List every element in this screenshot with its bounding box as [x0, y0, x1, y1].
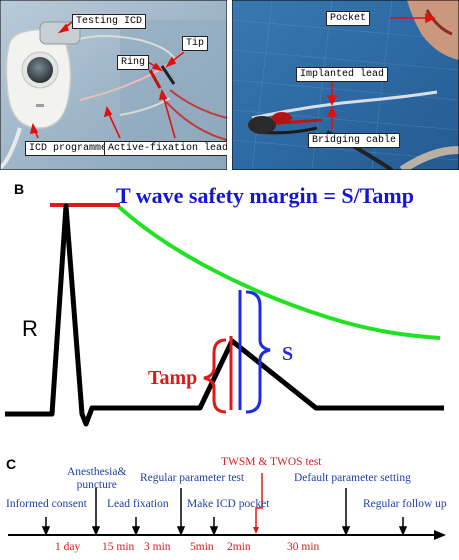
highlight-step-arrow	[255, 473, 263, 530]
panel-c-letter: C	[6, 456, 17, 472]
interval-1-day: 1 day	[55, 541, 81, 553]
callout-ring: Ring	[117, 55, 150, 70]
step-regular-parameter-test: Regular parameter test	[140, 472, 245, 484]
step-default-parameter-setting: Default parameter setting	[294, 472, 411, 484]
step-arrow	[398, 526, 408, 536]
interval-15-min: 15 min	[102, 541, 135, 553]
step-lead-fixation: Lead fixation	[107, 498, 169, 510]
interval-5min: 5min	[190, 541, 214, 553]
timeline-arrowhead	[434, 530, 446, 540]
step-regular-follow-up: Regular follow up	[363, 498, 447, 510]
safety-margin-title: T wave safety margin = S/Tamp	[116, 183, 414, 208]
callout-icd-programmer: ICD programmer	[25, 141, 118, 156]
callout-testing-icd: Testing ICD	[72, 14, 147, 29]
callout-tip: Tip	[182, 36, 209, 51]
step-arrow	[41, 526, 51, 536]
panel-b-ecg-diagram: B T wave safety margin = S/Tamp R Tamp S	[0, 178, 459, 448]
r-wave-label: R	[22, 316, 38, 341]
ecg-waveform	[5, 203, 444, 427]
callout-implanted-lead: Implanted lead	[296, 67, 389, 82]
panel-c-timeline: C Informed consent Anesthesia& puncture …	[0, 450, 459, 560]
safety-margin-curve	[116, 204, 441, 340]
interval-2min: 2min	[227, 541, 251, 553]
s-label: S	[282, 343, 293, 365]
step-arrow	[91, 526, 101, 536]
callout-pocket: Pocket	[326, 11, 371, 26]
photo-surgical-field: Pocket Implanted lead Bridging cable	[232, 0, 459, 170]
step-arrow	[131, 526, 141, 536]
interval-30-min: 30 min	[287, 541, 320, 553]
step-arrow	[209, 526, 219, 536]
s-brace	[245, 290, 271, 414]
step-anesthesia-puncture: Anesthesia& puncture	[67, 466, 127, 491]
tamp-label: Tamp	[148, 367, 197, 389]
callout-active-fixation-lead: Active-fixation lead	[104, 141, 227, 156]
step-make-icd-pocket: Make ICD pocket	[187, 498, 270, 510]
step-twsm-twos-test: TWSM & TWOS test	[221, 456, 322, 468]
interval-3-min: 3 min	[144, 541, 171, 553]
photo-icd-setup: Testing ICD Tip Ring ICD programmer Acti…	[0, 0, 227, 170]
tamp-brace	[203, 338, 227, 414]
step-arrow	[176, 526, 186, 536]
step-informed-consent: Informed consent	[6, 498, 87, 510]
step-arrow	[341, 526, 351, 536]
callout-bridging-cable: Bridging cable	[308, 133, 401, 148]
panel-b-letter: B	[14, 181, 24, 197]
